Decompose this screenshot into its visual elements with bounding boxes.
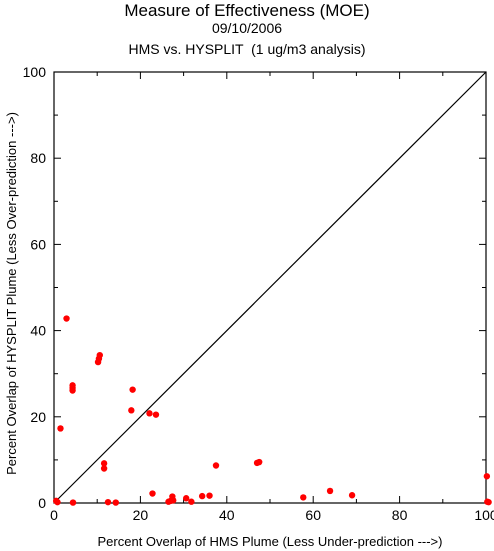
y-tick-label: 60 bbox=[30, 236, 46, 252]
data-point bbox=[146, 410, 153, 417]
reference-line-y-equals-x bbox=[53, 71, 487, 504]
data-point bbox=[256, 458, 263, 466]
x-tick-label: 0 bbox=[50, 507, 58, 523]
x-tick-label: 100 bbox=[474, 507, 494, 523]
x-tick-label: 80 bbox=[392, 507, 408, 523]
data-point bbox=[212, 462, 220, 469]
data-point bbox=[182, 495, 190, 502]
data-point bbox=[485, 498, 492, 506]
x-axis-label: Percent Overlap of HMS Plume (Less Under… bbox=[98, 534, 443, 549]
data-point bbox=[96, 351, 103, 359]
data-point bbox=[170, 497, 177, 504]
data-point bbox=[54, 498, 61, 506]
chart-date: 09/10/2006 bbox=[211, 20, 283, 36]
data-point bbox=[198, 492, 206, 500]
chart-subtitle: HMS vs. HYSPLIT (1 ug/m3 analysis) bbox=[128, 41, 366, 57]
data-point bbox=[129, 386, 136, 393]
y-tick-label: 80 bbox=[30, 150, 46, 166]
data-point bbox=[100, 465, 108, 472]
chart-title: Measure of Effectiveness (MOE) bbox=[124, 1, 370, 20]
data-point bbox=[188, 498, 195, 505]
x-tick-label: 40 bbox=[219, 507, 235, 523]
data-point bbox=[348, 492, 356, 499]
tick-labels-layer: 0 20 40 60 80 100 0 20 40 60 80 100 bbox=[23, 64, 494, 523]
x-tick-label: 20 bbox=[133, 507, 149, 523]
x-tick-label: 60 bbox=[305, 507, 321, 523]
y-tick-label: 40 bbox=[30, 323, 46, 339]
y-tick-label: 100 bbox=[23, 64, 47, 80]
y-tick-label: 0 bbox=[38, 495, 46, 511]
plot-frame bbox=[53, 71, 487, 504]
data-point bbox=[112, 499, 119, 506]
data-point bbox=[326, 487, 334, 495]
data-point bbox=[69, 499, 77, 506]
data-point bbox=[152, 411, 160, 418]
data-point bbox=[57, 425, 64, 432]
data-point bbox=[100, 460, 108, 467]
y-tick-label: 20 bbox=[30, 409, 46, 425]
data-point bbox=[300, 494, 307, 501]
data-point bbox=[483, 473, 491, 480]
points-layer bbox=[52, 315, 492, 506]
data-point bbox=[104, 498, 112, 506]
data-point bbox=[69, 387, 76, 394]
y-axis-label: Percent Overlap of HYSPLIT Plume (Less O… bbox=[4, 112, 19, 475]
data-point bbox=[149, 490, 156, 497]
data-point bbox=[63, 315, 70, 322]
data-point bbox=[128, 407, 135, 414]
data-point bbox=[206, 492, 213, 499]
